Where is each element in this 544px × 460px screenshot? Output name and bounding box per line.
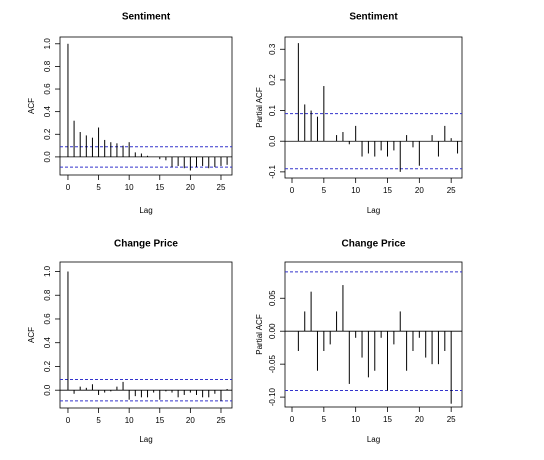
y-tick-label: 1.0	[43, 265, 52, 277]
plot-box	[284, 261, 463, 408]
y-tick-label: 0.3	[268, 43, 277, 55]
x-tick-label: 20	[186, 183, 195, 192]
y-axis-label: ACF	[27, 327, 36, 343]
x-tick-label: 25	[447, 186, 456, 195]
y-tick-label: 0.0	[268, 135, 277, 147]
x-tick-label: 5	[322, 186, 327, 195]
y-tick-label: 0.6	[43, 83, 52, 95]
x-tick-label: 0	[66, 416, 71, 425]
x-tick-label: 20	[415, 186, 424, 195]
x-tick-label: 5	[96, 183, 101, 192]
panel-title: Change Price	[114, 239, 178, 250]
x-axis-label: Lag	[139, 206, 152, 215]
y-tick-label: 0.2	[43, 128, 52, 140]
x-tick-label: 20	[186, 416, 195, 425]
y-tick-label: 1.0	[43, 38, 52, 50]
x-axis-label: Lag	[139, 435, 152, 444]
y-tick-label: -0.1	[268, 164, 277, 178]
x-tick-label: 10	[351, 186, 360, 195]
x-tick-label: 25	[447, 415, 456, 424]
panel-title: Change Price	[342, 239, 406, 250]
x-tick-label: 0	[66, 183, 71, 192]
y-tick-label: -0.10	[268, 387, 277, 406]
y-axis-label: Partial ACF	[255, 87, 264, 128]
panel-title: Sentiment	[349, 12, 398, 23]
x-tick-label: 5	[96, 416, 101, 425]
x-axis-label: Lag	[367, 206, 380, 215]
y-tick-label: 0.0	[43, 151, 52, 163]
plot-box	[59, 36, 233, 176]
x-tick-label: 15	[383, 415, 392, 424]
y-axis-label: ACF	[27, 98, 36, 114]
y-tick-label: 0.05	[268, 290, 277, 306]
y-tick-label: 0.8	[43, 60, 52, 72]
x-tick-label: 15	[383, 186, 392, 195]
y-tick-label: 0.4	[43, 106, 52, 118]
y-tick-label: 0.2	[268, 74, 277, 86]
x-tick-label: 10	[125, 183, 134, 192]
y-axis-label: Partial ACF	[255, 314, 264, 355]
x-axis-label: Lag	[367, 435, 380, 444]
y-tick-label: 0.6	[43, 313, 52, 325]
x-tick-label: 25	[217, 416, 226, 425]
x-tick-label: 0	[290, 415, 295, 424]
x-tick-label: 0	[290, 186, 295, 195]
y-tick-label: 0.4	[43, 337, 52, 349]
y-tick-label: 0.2	[43, 360, 52, 372]
x-tick-label: 10	[125, 416, 134, 425]
y-tick-label: 0.0	[43, 384, 52, 396]
y-tick-label: 0.8	[43, 289, 52, 301]
x-tick-label: 15	[155, 183, 164, 192]
x-tick-label: 25	[217, 183, 226, 192]
x-tick-label: 15	[155, 416, 164, 425]
plot-box	[59, 261, 233, 409]
x-tick-label: 5	[322, 415, 327, 424]
x-tick-label: 20	[415, 415, 424, 424]
panel-title: Sentiment	[122, 12, 171, 23]
plot-box	[284, 36, 463, 179]
x-tick-label: 10	[351, 415, 360, 424]
y-tick-label: 0.1	[268, 104, 277, 116]
y-tick-label: -0.05	[268, 354, 277, 373]
y-tick-label: 0.00	[268, 323, 277, 339]
